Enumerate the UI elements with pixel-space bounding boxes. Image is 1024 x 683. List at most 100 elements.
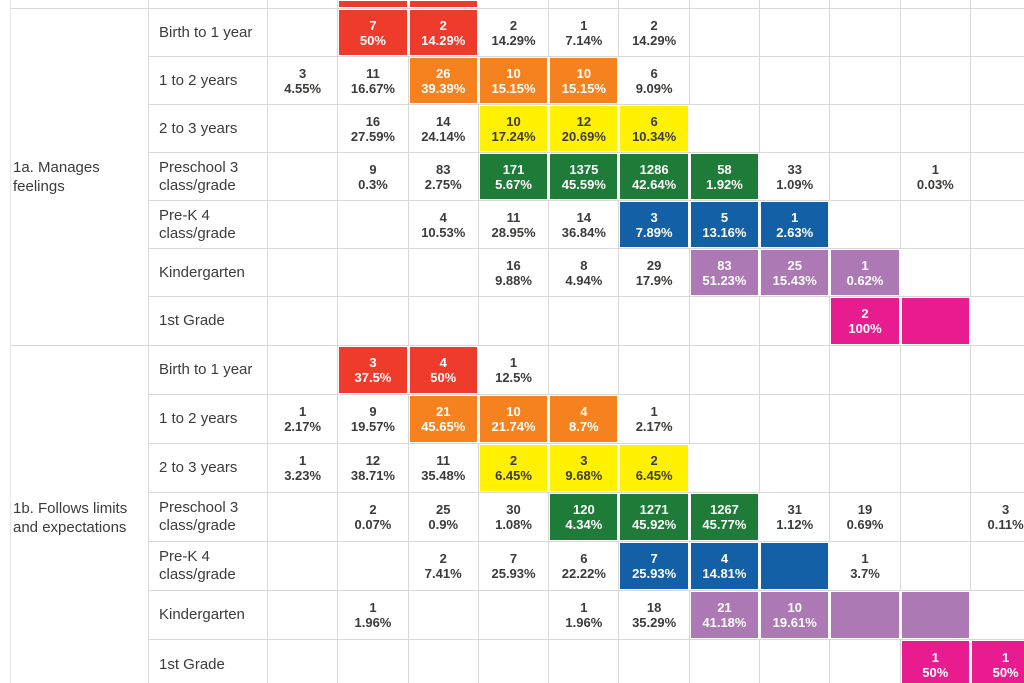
cell-count: 9 [369,161,377,177]
cell-count: 10 [506,113,521,129]
cell-count: 1271 [639,502,669,517]
data-cell: 6 22.22% [549,542,620,590]
orange-highlight-cell: 21 45.65% [408,395,479,443]
section-rows: Birth to 1 year 7 50% 2 14.29% 2 14.29% 1 7.14% 2… [149,9,1024,345]
data-cell [268,640,339,683]
yellow-highlight-cell: 12 20.69% [549,105,620,152]
blue-highlight-cell: 4 14.81% [689,542,761,590]
data-cell: 83 2.75% [409,153,479,200]
cell-percent: 0.07% [354,517,392,532]
cell-count: 33 [787,161,802,177]
row-label: Kindergarten [149,591,268,639]
data-cell [971,346,1024,394]
table-row: Pre-K 4 class/grade 4 10.53% 11 28.95% 14 36.8… [149,201,1024,249]
cell-percent: 27.59% [350,128,395,144]
data-cell [830,444,901,492]
cell-percent: 0.9% [428,517,459,532]
data-cell [619,640,690,683]
cell-count: 2 [509,17,518,33]
data-cell [619,346,690,394]
cell-percent: 45.65% [421,419,466,434]
cell-percent: 37.5% [354,370,392,385]
data-cell [690,395,761,443]
cell-percent: 8.7% [569,419,599,434]
cell-percent: 2.63% [776,224,814,240]
cell-percent: 50% [359,32,386,48]
data-cell: 6 9.09% [619,57,690,104]
data-cell: 2 7.41% [409,542,479,590]
cell-count: 1 [299,453,307,468]
data-cell: 7 25.93% [479,542,550,590]
cell-percent: 10.34% [632,128,677,144]
data-cell [690,640,761,683]
cell-percent: 50% [922,664,949,680]
data-cell [830,640,901,683]
cell-count: 2 [509,453,518,468]
cell-count: 1 [369,600,377,615]
row-label: Kindergarten [149,249,268,296]
data-cell [268,346,339,394]
cell-percent: 5.67% [495,176,532,192]
red-highlight-cell: 7 50% [338,9,409,56]
data-cell [549,297,620,345]
data-cell [619,0,690,8]
cell-percent: 22.22% [561,566,606,581]
cell-percent: 0.62% [846,272,884,288]
row-label-text: 2 to 3 years [159,459,238,476]
cell-percent: 12.5% [495,370,532,385]
data-cell [268,201,339,248]
cell-percent: 1.92% [705,176,743,192]
row-label-text: Preschool 3 class/grade [159,499,239,534]
data-cell: 1 2.17% [619,395,690,443]
cell-percent: 16.67% [350,80,395,96]
row-label: 1 to 2 years [149,57,268,104]
data-cell [901,249,971,296]
cell-count: 58 [717,161,732,177]
orange-highlight-cell: 10 21.74% [478,395,550,443]
data-cell [971,0,1024,8]
cell-percent: 7.14% [565,32,603,48]
data-cell [971,105,1024,152]
cell-count: 1 [299,404,307,419]
cell-percent: 6.45% [635,468,673,483]
data-cell [268,249,339,296]
cell-percent: 15.15% [491,80,536,96]
data-cell [690,9,761,56]
cell-percent: 2.75% [424,176,462,192]
row-label-text: Kindergarten [159,606,245,623]
cell-count: 8 [580,257,588,273]
data-cell: 11 35.48% [409,444,479,492]
partial-row-top [11,0,1024,8]
green-highlight-cell: 1375 45.59% [549,153,620,200]
cell-percent: 35.29% [632,615,677,630]
cell-count: 10 [787,600,802,615]
cell-percent: 28.95% [491,224,536,240]
purple-highlight-cell [830,591,901,639]
cell-count: 11 [506,209,521,225]
data-cell [338,640,409,683]
cell-count: 1 [861,551,869,566]
rating-distribution-table: 1a. Manages feelings Birth to 1 year 7 50%… [10,0,1024,683]
data-cell [971,444,1024,492]
data-cell [338,249,409,296]
green-highlight-cell: 1271 45.92% [619,493,690,541]
cell-count: 7 [509,551,518,566]
cell-count: 4 [439,209,447,225]
cell-percent: 14.29% [421,32,466,48]
cell-count: 1 [580,17,588,33]
data-cell [971,153,1024,200]
green-highlight-cell: 1267 45.77% [689,493,761,541]
cell-percent: 9.09% [635,80,673,96]
data-cell [830,346,901,394]
table-row: 1st Grade 2 100% [149,297,1024,345]
data-cell [338,201,409,248]
data-cell [619,297,690,345]
cell-count: 1267 [709,502,739,517]
table-row: Pre-K 4 class/grade 2 7.41% 7 25.93% 6 22.22% 7… [149,542,1024,591]
cell-percent: 2.17% [284,419,322,434]
cell-count: 2 [439,17,447,33]
data-cell: 14 36.84% [549,201,620,248]
cell-count: 12 [576,113,592,129]
table-row: Kindergarten 1 1.96% 1 1.96% 18 35.29% 21 41.18%… [149,591,1024,640]
cell-percent: 51.23% [702,272,747,288]
